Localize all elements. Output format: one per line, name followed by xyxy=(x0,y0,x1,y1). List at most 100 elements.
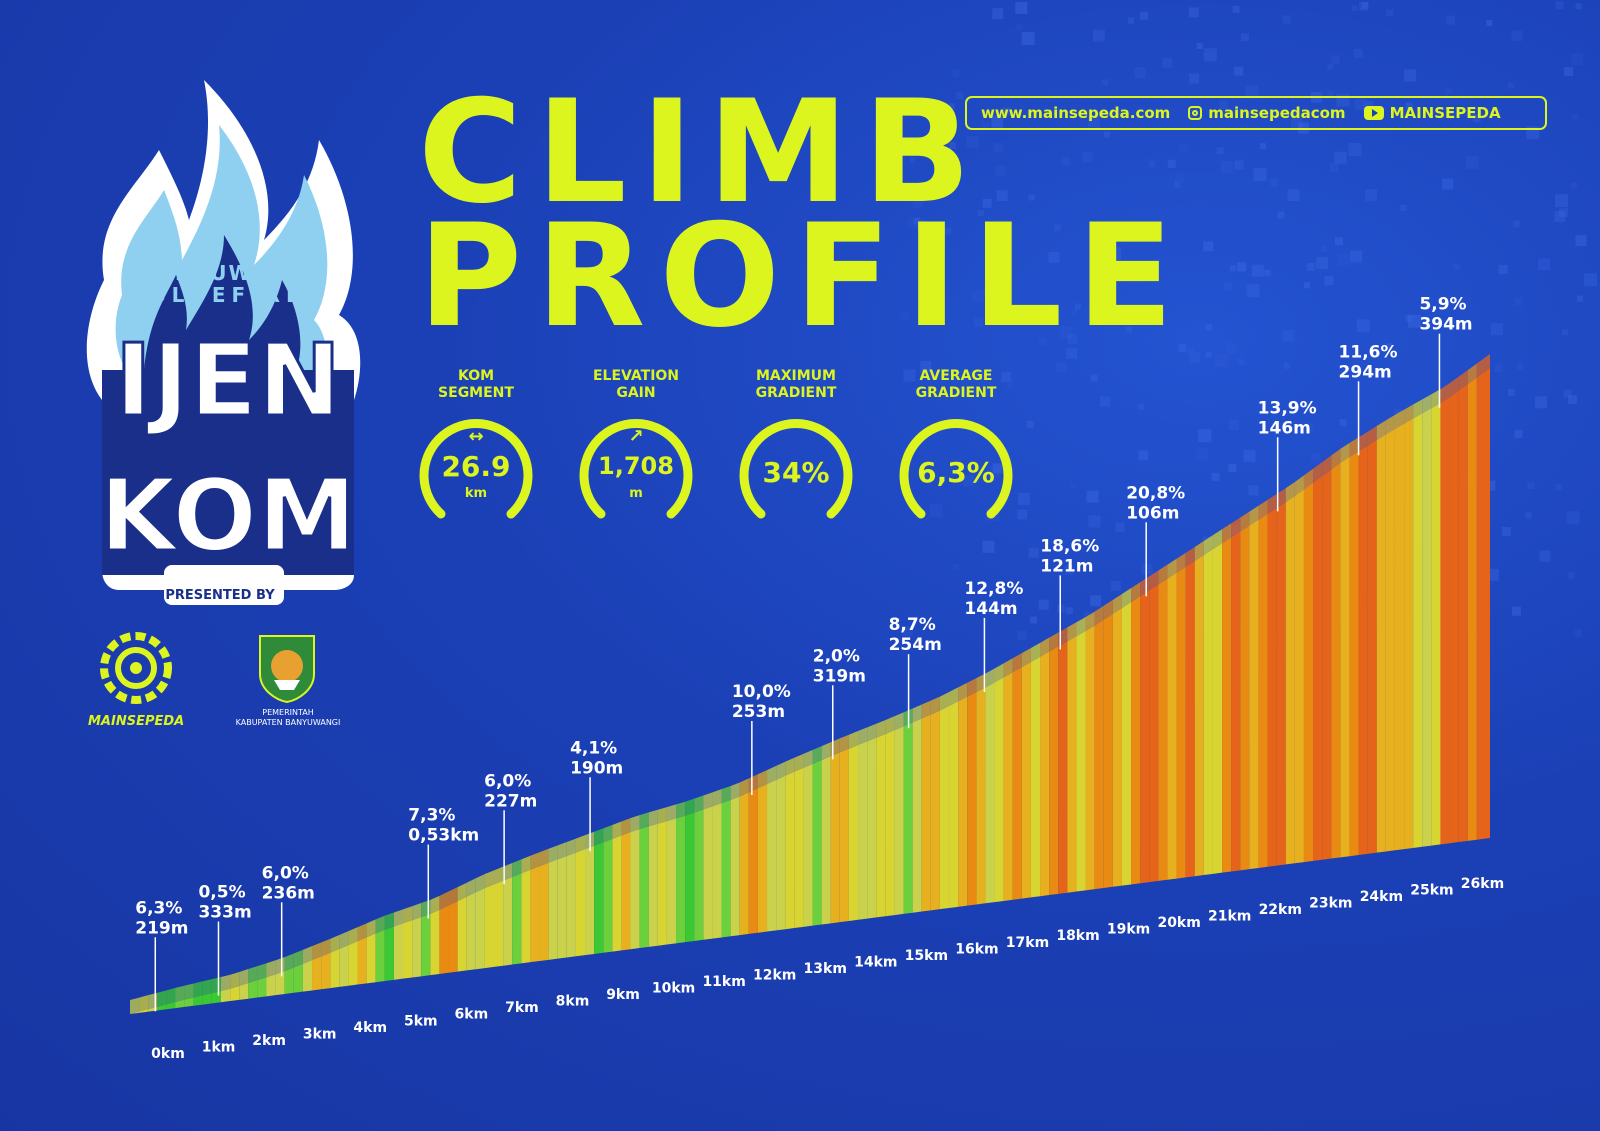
pixel-square xyxy=(1228,419,1239,430)
pixel-square xyxy=(1283,362,1290,369)
profile-slice-top xyxy=(539,848,549,867)
profile-slice xyxy=(1249,519,1259,870)
pixel-square xyxy=(1516,363,1523,370)
x-tick-label: 11km xyxy=(702,974,745,990)
pixel-square xyxy=(909,157,916,164)
profile-slice xyxy=(821,756,831,925)
pixel-square xyxy=(1205,351,1212,358)
pixel-square xyxy=(1354,98,1366,110)
x-tick-label: 10km xyxy=(652,981,695,997)
profile-slice-top xyxy=(157,990,167,1007)
profile-slice xyxy=(1185,560,1195,878)
pixel-square xyxy=(1572,113,1579,120)
profile-slice xyxy=(1103,613,1113,888)
profile-slice-top xyxy=(230,971,240,989)
logo-line2: BLUEFIRE xyxy=(150,283,305,307)
profile-slice xyxy=(994,677,1004,903)
x-tick-label: 20km xyxy=(1157,915,1200,931)
pixel-square xyxy=(1365,189,1378,202)
pixel-square xyxy=(1174,173,1185,184)
pixel-square xyxy=(1108,247,1122,261)
pixel-square xyxy=(1566,511,1580,525)
profile-slice xyxy=(1394,423,1405,851)
annotation-length: 219m xyxy=(135,918,188,938)
pixel-square xyxy=(1559,207,1569,217)
annotation-gradient: 6,3% xyxy=(135,898,182,918)
annotation-length: 319m xyxy=(813,666,866,686)
annotation-gradient: 4,1% xyxy=(570,738,617,758)
profile-slice-top xyxy=(1149,570,1159,591)
pixel-square xyxy=(1090,374,1098,382)
instagram-link[interactable]: mainsepedacom xyxy=(1188,104,1346,122)
mainsepeda-label: MAINSEPEDA xyxy=(88,714,185,729)
pixel-square xyxy=(1007,382,1014,389)
profile-slice xyxy=(421,913,431,977)
pixel-square xyxy=(1316,257,1329,270)
profile-slice xyxy=(375,929,385,983)
profile-slice xyxy=(1440,397,1450,845)
pixel-square xyxy=(1211,472,1220,481)
profile-slice xyxy=(721,800,731,938)
government-label: PEMERINTAH KABUPATEN BANYUWANGI xyxy=(226,708,350,728)
pixel-square xyxy=(1178,344,1187,353)
website-link[interactable]: www.mainsepeda.com xyxy=(981,104,1170,122)
profile-slice-top xyxy=(1358,431,1368,452)
stat-maximum-gradient: MAXIMUM GRADIENT 34% xyxy=(726,368,866,536)
profile-slice-top xyxy=(1294,475,1304,497)
pixel-square xyxy=(1026,420,1034,428)
profile-slice-top xyxy=(248,966,258,984)
pixel-square xyxy=(1162,57,1173,68)
pixel-square xyxy=(935,225,944,234)
pixel-square xyxy=(1088,515,1101,528)
pixel-square xyxy=(1485,480,1496,491)
profile-slice-top xyxy=(430,895,440,914)
pixel-square xyxy=(991,115,1004,128)
profile-slice-top xyxy=(885,716,895,735)
profile-slice xyxy=(1267,507,1277,867)
profile-slice xyxy=(1458,384,1468,843)
profile-slice xyxy=(921,714,931,912)
pixel-square xyxy=(1128,17,1135,24)
pixel-square xyxy=(1134,67,1146,79)
profile-slice-top xyxy=(612,821,622,839)
profile-slice-top xyxy=(858,727,868,746)
profile-slice-top xyxy=(1413,399,1423,419)
pixel-square xyxy=(1472,114,1481,123)
profile-slice-top xyxy=(621,818,631,836)
pixel-square xyxy=(1575,3,1582,10)
pixel-square xyxy=(903,369,916,382)
profile-slice xyxy=(221,988,231,1003)
x-tick-label: 22km xyxy=(1259,902,1302,918)
profile-slice-top xyxy=(821,742,831,761)
profile-slice-top xyxy=(1467,363,1477,385)
profile-slice-top xyxy=(466,878,476,897)
pixel-square xyxy=(1327,63,1334,70)
profile-slice-top xyxy=(457,882,467,902)
profile-slice-top xyxy=(1067,622,1077,642)
pixel-square xyxy=(1196,42,1203,49)
pixel-square xyxy=(1282,15,1291,24)
profile-slice xyxy=(312,956,322,991)
annotation-length: 394m xyxy=(1419,315,1472,335)
youtube-link[interactable]: MAINSEPEDA xyxy=(1363,104,1501,122)
profile-slice-top xyxy=(566,838,576,856)
pixel-square xyxy=(1574,629,1583,638)
profile-slice xyxy=(330,949,340,989)
x-tick-label: 3km xyxy=(303,1026,337,1042)
pixel-square xyxy=(973,317,983,327)
pixel-square xyxy=(944,227,952,235)
profile-slice xyxy=(1049,646,1059,896)
pixel-square xyxy=(993,245,1006,258)
stat-ring: 6,3% xyxy=(893,410,1019,536)
annotation-gradient: 0,5% xyxy=(198,883,245,903)
profile-slice-top xyxy=(703,792,713,810)
x-tick-label: 25km xyxy=(1410,882,1453,898)
pixel-square xyxy=(1337,253,1350,266)
profile-slice xyxy=(348,941,358,986)
profile-slice-top xyxy=(575,835,586,853)
pixel-square xyxy=(1507,82,1514,89)
pixel-square xyxy=(1350,250,1363,263)
profile-slice xyxy=(1404,418,1414,850)
profile-slice xyxy=(1040,651,1050,897)
x-tick-label: 13km xyxy=(804,961,847,977)
